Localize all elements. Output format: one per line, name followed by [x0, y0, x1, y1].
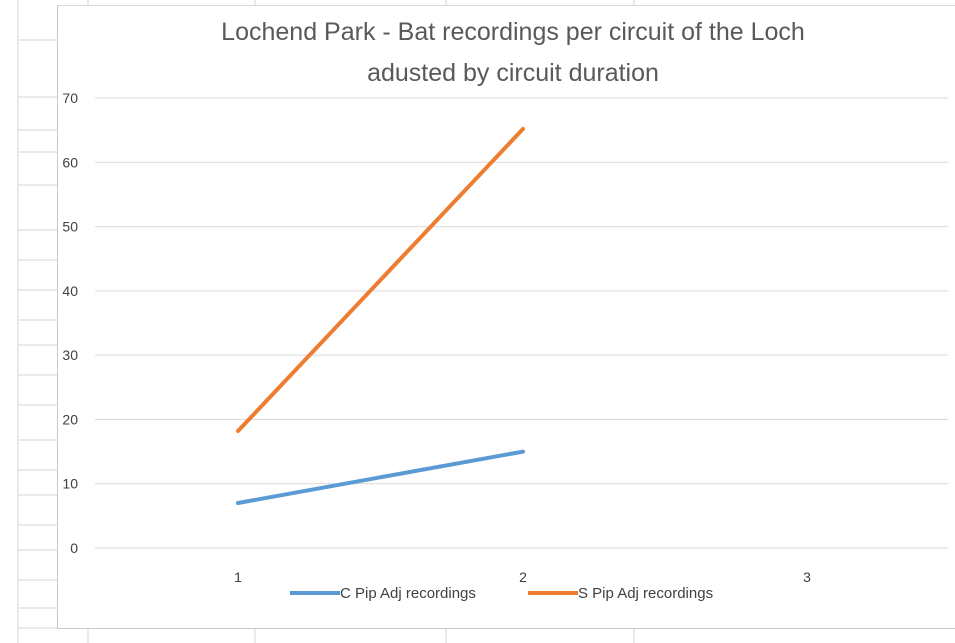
y-tick-label: 60 — [62, 154, 78, 170]
y-tick-label: 70 — [62, 90, 78, 106]
gridlines — [95, 97, 948, 549]
y-tick-label: 30 — [62, 347, 78, 363]
y-tick-label: 0 — [70, 540, 78, 556]
y-axis-tick-labels: 70 60 50 40 30 20 10 0 — [62, 90, 78, 556]
series-line-c-pip — [236, 449, 525, 505]
chart-title-line-2: adusted by circuit duration — [367, 59, 659, 87]
legend-label-c-pip: C Pip Adj recordings — [340, 585, 476, 602]
series-lines — [236, 126, 525, 505]
x-tick-label: 3 — [803, 569, 811, 585]
legend-label-s-pip: S Pip Adj recordings — [578, 585, 713, 602]
y-tick-label: 40 — [62, 283, 78, 299]
x-tick-label: 1 — [234, 569, 242, 585]
chart-area[interactable] — [57, 5, 955, 629]
x-tick-label: 2 — [519, 569, 527, 585]
y-tick-label: 10 — [62, 476, 78, 492]
y-tick-label: 50 — [62, 219, 78, 235]
chart-title-line-1: Lochend Park - Bat recordings per circui… — [221, 18, 805, 46]
legend: C Pip Adj recordings S Pip Adj recording… — [290, 585, 713, 602]
x-axis-tick-labels: 1 2 3 — [234, 569, 811, 585]
series-line-s-pip — [236, 126, 525, 433]
y-tick-label: 20 — [62, 411, 78, 427]
